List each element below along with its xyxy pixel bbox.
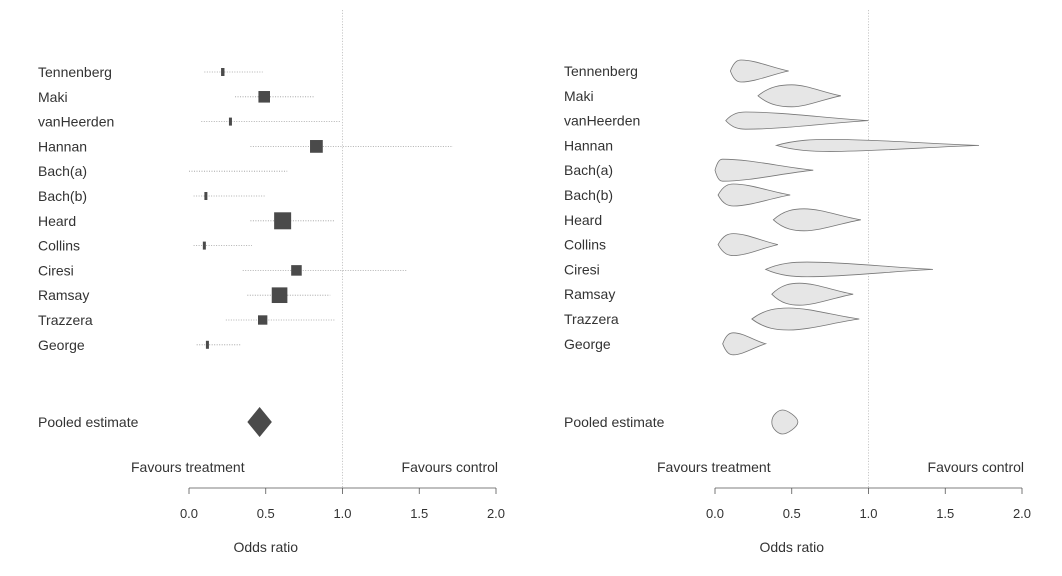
study-box-marker	[274, 212, 292, 230]
study-label: Bach(a)	[564, 162, 613, 178]
study-label: Tennenberg	[564, 63, 638, 79]
study-violin-marker	[725, 111, 869, 130]
x-tick-label: 1.0	[333, 506, 351, 521]
x-tick-label: 0.5	[783, 506, 801, 521]
study-box-marker	[310, 140, 323, 153]
study-label: vanHeerden	[564, 113, 640, 129]
x-tick-label: 0.0	[180, 506, 198, 521]
study-box-marker	[202, 241, 206, 250]
x-axis-title: Odds ratio	[233, 539, 298, 555]
study-label: Heard	[564, 212, 602, 228]
study-label: Collins	[564, 237, 606, 253]
study-label: Ramsay	[564, 286, 615, 302]
pooled-label: Pooled estimate	[564, 414, 665, 430]
pooled-label: Pooled estimate	[38, 414, 139, 430]
x-tick-label: 1.0	[859, 506, 877, 521]
study-label: Maki	[564, 88, 594, 104]
favours-control-label: Favours control	[402, 459, 498, 475]
x-tick-label: 1.5	[410, 506, 428, 521]
study-violin-marker	[714, 158, 814, 182]
study-box-marker	[291, 265, 302, 276]
study-violin-marker	[764, 261, 933, 278]
pooled-violin-marker	[771, 409, 799, 435]
study-box-marker	[228, 117, 232, 126]
study-violin-marker	[722, 332, 768, 356]
study-violin-marker	[729, 59, 789, 83]
panel-left: Tennenberg Maki vanHeerden Hannan Bach(a) Bac…	[38, 10, 505, 555]
study-label: Hannan	[564, 137, 613, 153]
study-label: Ciresi	[38, 262, 74, 278]
study-box-marker	[258, 91, 270, 103]
study-label: Hannan	[38, 138, 87, 154]
panel-right: Tennenberg Maki vanHeerden Hannan Bach(a) Bac…	[564, 10, 1031, 555]
study-label: Bach(b)	[564, 187, 613, 203]
favours-treatment-label: Favours treatment	[131, 459, 245, 475]
study-label: Trazzera	[564, 311, 619, 327]
study-box-marker	[205, 340, 209, 349]
study-box-marker	[271, 287, 288, 304]
study-box-marker	[221, 68, 225, 76]
x-tick-label: 2.0	[487, 506, 505, 521]
pooled-diamond-marker	[247, 407, 272, 437]
x-tick-label: 1.5	[936, 506, 954, 521]
study-violin-marker	[717, 233, 779, 257]
study-label: vanHeerden	[38, 114, 114, 130]
study-label: Ciresi	[564, 261, 600, 277]
study-violin-marker	[757, 84, 841, 108]
study-label: Bach(b)	[38, 188, 87, 204]
favours-treatment-label: Favours treatment	[657, 459, 771, 475]
study-violin-marker	[717, 183, 791, 207]
study-label: Bach(a)	[38, 163, 87, 179]
study-label: George	[564, 336, 611, 352]
study-violin-marker	[774, 138, 980, 152]
study-label: Collins	[38, 238, 80, 254]
x-tick-label: 0.5	[257, 506, 275, 521]
study-box-marker	[258, 315, 268, 325]
study-label: Ramsay	[38, 287, 89, 303]
study-violin-marker	[772, 208, 861, 232]
favours-control-label: Favours control	[928, 459, 1024, 475]
study-label: Heard	[38, 213, 76, 229]
study-violin-marker	[771, 282, 854, 306]
x-tick-label: 0.0	[706, 506, 724, 521]
study-label: George	[38, 337, 85, 353]
study-label: Trazzera	[38, 312, 93, 328]
study-box-marker	[204, 192, 208, 200]
study-label: Tennenberg	[38, 64, 112, 80]
study-violin-marker	[751, 307, 860, 331]
study-label: Maki	[38, 89, 68, 105]
x-tick-label: 2.0	[1013, 506, 1031, 521]
x-axis-title: Odds ratio	[759, 539, 824, 555]
